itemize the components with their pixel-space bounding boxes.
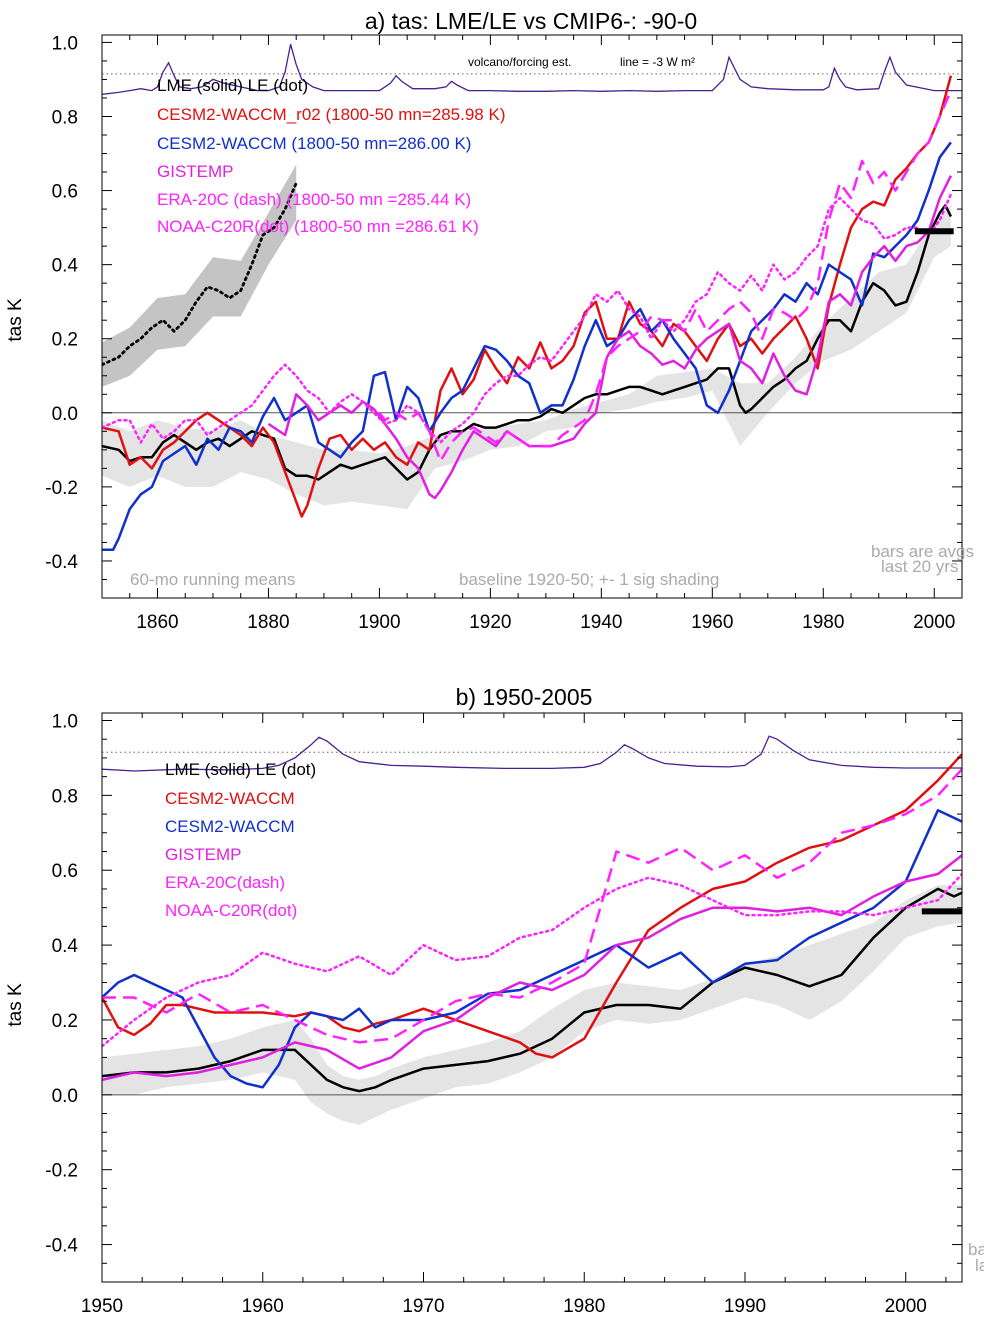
panel-b-y-tick-label: -0.4 [45,1236,78,1257]
panel-b-frame [101,712,963,1283]
panel-a-note-baseline: baseline 1920-50; +- 1 sig shading [459,570,719,589]
panel-b-y-tick-label: 0.4 [52,936,79,957]
panel-b-series-cesm2-waccm-r02 [102,753,962,1059]
panel-b-ylabel: tas K [5,983,26,1027]
panel-a-volcano-label: volcano/forcing est. [468,55,571,69]
panel-a-frame [101,34,963,599]
panel-a-legend-era20c: ERA-20C (dash) (1800-50 mn =285.44 K) [157,190,471,209]
panel-a-y-tick-label: -0.4 [45,552,78,573]
panel-a-legend: LME (solid) LE (dot) CESM2-WACCM_r02 (18… [157,76,505,236]
panel-b-legend-lme: LME (solid) LE (dot) [165,760,316,779]
panel-b-volcano-forcing-line [102,735,962,772]
panel-a-x-tick-label: 1880 [247,612,289,633]
panel-a-y-tick-label: 0.6 [52,182,78,203]
panel-a-x-tick-label: 1940 [580,612,622,633]
panel-a-volcano-forcing-line [102,44,962,95]
panel-a-legend-noaa: NOAA-C20R(dot) (1800-50 mn =286.61 K) [157,217,479,236]
panel-a-y-tick-label: 0.2 [52,330,78,351]
panel-a-y-tick-label: 0.8 [52,107,78,128]
panel-a-note-last20: last 20 yrs [881,557,958,576]
panel-b-x-tick-label: 1990 [724,1296,766,1317]
panel-a-x-tick-label: 1920 [469,612,511,633]
panel-b-x-tick-label: 2000 [885,1296,927,1317]
panel-b-series-noaa-c20r [102,872,962,1048]
panel-a-x-tick-label: 1900 [358,612,400,633]
panel-b-legend-noaa: NOAA-C20R(dot) [165,901,297,920]
panel-b-legend-waccm-r02: CESM2-WACCM [165,789,295,808]
panel-b-legend-waccm: CESM2-WACCM [165,817,295,836]
panel-a-volcano-line-label: line = -3 W m² [620,55,695,69]
panel-b-y-tick-label: 1.0 [52,711,78,732]
panel-b-plot-area: 1950 1960 1970 1980 1990 2000 -0.4 -0.2 0.0 0.2 0.… [45,711,963,1317]
panel-a-note-bars: bars are avgs [871,542,974,561]
panel-b-y-tick-label: 0.0 [52,1086,78,1107]
panel-b-y-tick-label: 0.6 [52,861,78,882]
panel-b-title: b) 1950-2005 [456,684,593,710]
panel-a-series-cesm2-waccm-r02 [102,75,953,518]
panel-b-sigma-band [102,885,962,1125]
panel-b-series-lme [102,887,962,1093]
panel-a-y-tick-label: 0.4 [52,256,79,277]
panel-b-series-cesm2-waccm [102,809,962,1089]
panel-a-series-lme [102,204,953,481]
panel-a-sigma-band [102,205,951,510]
panel-a-title: a) tas: LME/LE vs CMIP6-: -90-0 [365,8,697,34]
panel-a-series-gistemp [267,175,953,500]
panel-b-x-tick-label: 1970 [402,1296,444,1317]
panel-b-x-tick-label: 1960 [242,1296,284,1317]
panel-b-legend-gistemp: GISTEMP [165,845,242,864]
panel-b-note-bars: ba [968,1240,984,1259]
panel-a-y-tick-label: 1.0 [52,33,78,54]
panel-a-le-sigma-band [102,164,297,387]
panel-b-legend: LME (solid) LE (dot) CESM2-WACCM CESM2-W… [165,760,316,920]
panel-a-x-tick-label: 2000 [913,612,955,633]
panel-b-legend-era20c: ERA-20C(dash) [165,873,285,892]
panel-a-series-noaa-c20r [102,193,953,444]
panel-a-legend-lme: LME (solid) LE (dot) [157,76,308,95]
panel-b-y-tick-label: 0.8 [52,786,78,807]
panel-a-legend-gistemp: GISTEMP [157,162,234,181]
panel-a-series-cesm2-waccm [102,141,952,552]
panel-a-legend-waccm-r02: CESM2-WACCM_r02 (1800-50 mn=285.98 K) [157,105,505,124]
panel-a-x-tick-label: 1960 [691,612,733,633]
panel-a-x-tick-label: 1980 [802,612,844,633]
panel-a-legend-waccm: CESM2-WACCM (1800-50 mn=286.00 K) [157,134,471,153]
panel-b: b) 1950-2005 1950 1960 1970 1980 1990 2000 -0.… [5,684,984,1317]
panel-b-y-tick-label: 0.2 [52,1011,78,1032]
panel-a-note-running-means: 60-mo running means [130,570,295,589]
panel-a-ylabel: tas K [5,298,26,342]
panel-b-y-tick-label: -0.2 [45,1161,78,1182]
panel-a-y-tick-label: -0.2 [45,478,78,499]
panel-a-plot-area: 1860 1880 1900 1920 1940 1960 1980 2000 -0.4 -0.2… [45,33,963,633]
panel-a-y-tick-label: 0.0 [52,404,78,425]
panel-a-series-le [102,181,298,367]
panel-b-x-tick-label: 1950 [81,1296,123,1317]
panel-b-series-era-20c [102,768,962,1044]
panel-b-x-tick-label: 1980 [563,1296,605,1317]
panel-b-note-last20: la [975,1256,984,1275]
panel-a-x-tick-label: 1860 [136,612,178,633]
panel-a: a) tas: LME/LE vs CMIP6-: -90-0 1860 1880… [5,8,974,633]
